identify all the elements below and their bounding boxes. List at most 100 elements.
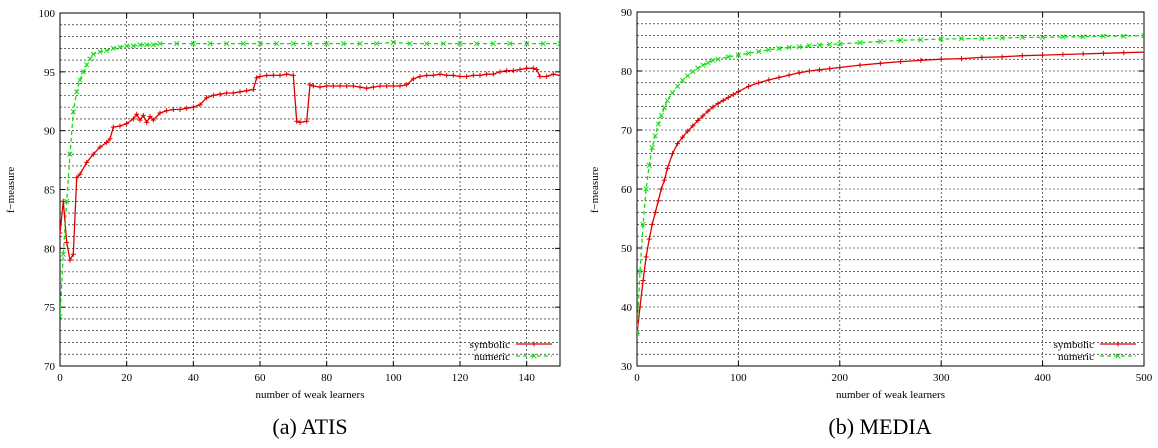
data-point-symbolic (1019, 53, 1025, 59)
data-point-symbolic (510, 68, 516, 74)
x-tick-label: 0 (57, 372, 63, 384)
data-point-numeric (540, 40, 546, 47)
series-line-numeric (637, 34, 1144, 334)
data-point-numeric (124, 43, 130, 49)
data-point-symbolic (796, 70, 802, 76)
data-point-numeric (87, 56, 93, 62)
data-point-symbolic (658, 186, 664, 192)
data-point-numeric (1121, 33, 1127, 39)
data-point-symbolic (537, 74, 543, 80)
data-point-symbolic (746, 83, 752, 89)
data-point-numeric (646, 162, 652, 169)
data-point-numeric (877, 38, 884, 45)
legend-label-numeric: numeric (1058, 351, 1094, 363)
data-point-symbolic (837, 64, 843, 70)
data-point-numeric (307, 40, 313, 47)
data-point-symbolic (74, 175, 80, 181)
data-point-numeric (157, 40, 163, 47)
data-point-symbolic (497, 69, 503, 75)
data-point-numeric (457, 40, 463, 47)
y-tick-label: 90 (621, 7, 633, 19)
data-point-symbolic (84, 159, 90, 165)
data-point-symbolic (144, 119, 150, 125)
data-point-symbolic (330, 83, 336, 89)
data-point-symbolic (424, 72, 430, 78)
data-point-numeric (77, 77, 83, 83)
data-point-symbolic (705, 108, 711, 114)
legend-label-numeric: numeric (474, 351, 510, 363)
legend-label-symbolic: symbolic (1054, 339, 1094, 351)
data-point-symbolic (695, 118, 701, 124)
data-point-numeric (999, 35, 1005, 41)
data-point-numeric (440, 40, 446, 47)
data-point-symbolic (250, 86, 256, 92)
data-point-symbolic (649, 221, 655, 227)
data-point-symbolic (157, 110, 163, 116)
data-point-numeric (257, 40, 263, 47)
data-point-numeric (655, 121, 661, 127)
x-tick-label: 140 (518, 372, 535, 384)
data-point-symbolic (999, 54, 1005, 60)
data-point-symbolic (484, 71, 490, 77)
chart-panel-media: 30 40 50 60 70 80 90 0 100 200 300 400 500 number of … (589, 7, 1153, 401)
data-point-symbolic (1121, 50, 1127, 56)
data-point-symbolic (137, 117, 143, 123)
data-point-symbolic (725, 95, 731, 101)
data-point-symbolic (786, 72, 792, 78)
data-point-symbolic (324, 83, 330, 89)
y-tick-label: 100 (39, 8, 56, 20)
data-point-numeric (827, 41, 833, 48)
data-point-symbolic (517, 66, 523, 72)
data-point-symbolic (244, 88, 250, 94)
y-tick-label: 80 (621, 66, 633, 78)
data-point-numeric (374, 40, 380, 47)
series-symbolic (60, 65, 560, 263)
data-point-symbolic (557, 72, 560, 78)
data-point-numeric (557, 40, 560, 47)
data-point-numeric (1100, 33, 1107, 39)
data-point-numeric (1039, 34, 1046, 41)
data-point-numeric (74, 89, 80, 95)
data-point-symbolic (370, 84, 376, 90)
data-point-numeric (745, 50, 752, 56)
data-point-symbolic (390, 83, 396, 89)
data-point-numeric (700, 62, 706, 68)
data-point-symbolic (317, 84, 323, 90)
data-point-numeric (637, 330, 640, 337)
data-point-symbolic (685, 128, 691, 134)
y-tick-label: 95 (44, 67, 56, 79)
caption-media: (b) MEDIA (828, 414, 932, 439)
data-point-symbolic (337, 83, 343, 89)
data-point-symbolic (184, 105, 190, 111)
series-numeric (637, 32, 1144, 337)
y-tick-label: 30 (621, 361, 633, 373)
data-point-symbolic (1080, 51, 1086, 57)
y-tick-label: 50 (621, 243, 633, 255)
data-point-numeric (674, 83, 681, 89)
data-point-symbolic (817, 67, 823, 73)
data-point-symbolic (364, 85, 370, 91)
data-point-symbolic (827, 66, 833, 72)
x-tick-label: 100 (730, 372, 747, 384)
y-axis-label: f−measure (589, 167, 601, 214)
legend-marker-symbolic (1115, 341, 1121, 347)
data-point-numeric (390, 39, 396, 46)
data-point-symbolic (457, 74, 463, 80)
data-point-numeric (690, 68, 696, 75)
data-point-numeric (144, 42, 150, 48)
data-point-symbolic (979, 54, 985, 60)
data-point-symbolic (720, 98, 726, 103)
data-point-symbolic (377, 83, 383, 89)
data-point-numeric (705, 60, 711, 66)
data-point-numeric (725, 54, 731, 60)
data-point-symbolic (646, 236, 652, 242)
data-point-symbolic (304, 118, 310, 124)
data-point-symbolic (284, 71, 290, 77)
data-point-symbolic (766, 77, 772, 83)
data-point-symbolic (715, 100, 721, 106)
data-point-numeric (715, 56, 721, 62)
data-point-symbolic (164, 108, 170, 114)
data-point-numeric (643, 186, 649, 192)
